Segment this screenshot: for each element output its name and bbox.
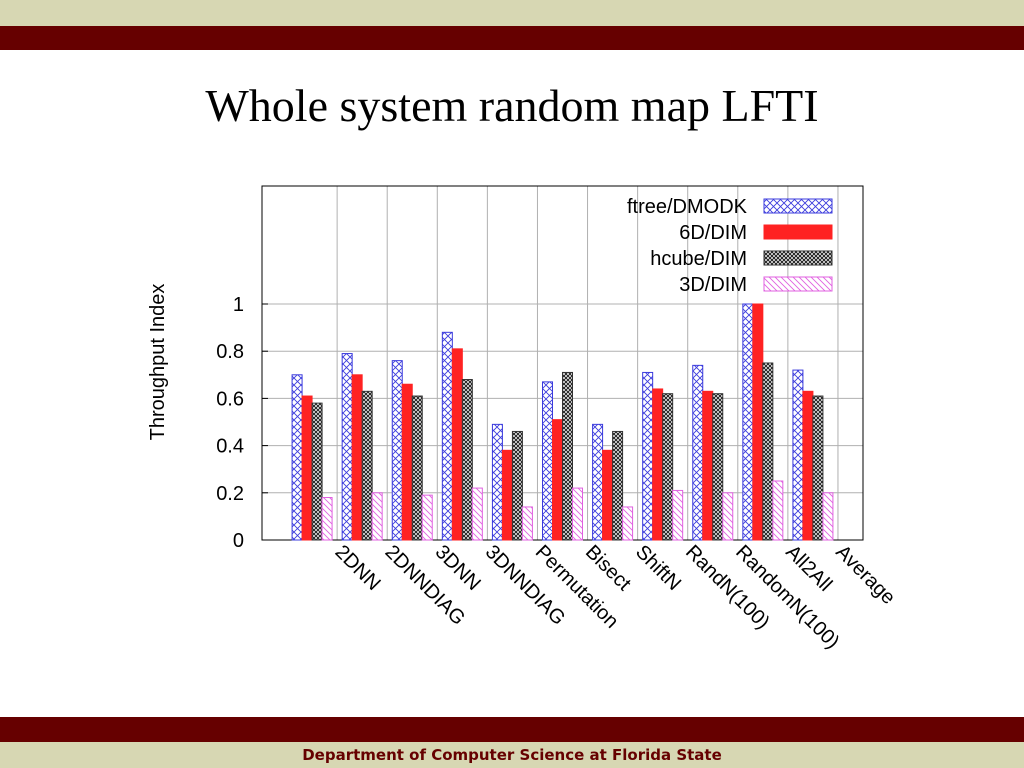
y-axis-ticks: 0 0.2 0.4 0.6 0.8 1 <box>216 294 268 552</box>
bar-6d-dim <box>602 449 614 541</box>
bar-3d-dim <box>622 506 634 541</box>
bar-ftree-dmodk <box>291 374 303 541</box>
bar-ftree-dmodk <box>491 423 503 541</box>
y-axis-label: Throughput Index <box>147 284 169 441</box>
bars <box>291 303 834 541</box>
bottom-band-light <box>0 742 1024 768</box>
x-tick-label: 2DNN <box>331 541 385 595</box>
bottom-band-dark <box>0 717 1024 742</box>
y-tick-label: 0.6 <box>216 388 244 410</box>
bar-hcube-dim <box>461 379 473 541</box>
bar-hcube-dim <box>762 362 774 541</box>
bar-6d-dim <box>802 390 814 541</box>
slide-title: Whole system random map LFTI <box>205 80 819 131</box>
bar-ftree-dmodk <box>592 423 604 541</box>
y-tick-label: 0 <box>233 530 244 552</box>
bar-hcube-dim <box>511 430 523 541</box>
bar-hcube-dim <box>411 395 423 541</box>
bar-hcube-dim <box>612 430 624 541</box>
bar-6d-dim <box>301 395 313 541</box>
bar-3d-dim <box>371 492 383 541</box>
bar-3d-dim <box>672 489 684 541</box>
bar-3d-dim <box>572 487 583 541</box>
legend-label: 6D/DIM <box>679 222 747 244</box>
bar-ftree-dmodk <box>441 331 453 541</box>
bar-ftree-dmodk <box>542 381 553 541</box>
bar-6d-dim <box>752 303 764 541</box>
bar-6d-dim <box>351 374 363 541</box>
top-band-dark <box>0 26 1024 50</box>
bar-6d-dim <box>552 419 563 541</box>
legend-label: 3D/DIM <box>679 274 747 296</box>
bar-3d-dim <box>421 494 433 541</box>
x-axis-ticks: 2DNN2DNNDIAG3DNN3DNNDIAGPermutationBisec… <box>331 541 900 653</box>
bar-6d-dim <box>451 348 463 541</box>
bar-ftree-dmodk <box>391 360 403 541</box>
bar-6d-dim <box>702 390 714 541</box>
bar-ftree-dmodk <box>642 371 654 541</box>
footer-text: Department of Computer Science at Florid… <box>302 746 722 764</box>
bar-hcube-dim <box>562 371 573 541</box>
bar-6d-dim <box>501 449 513 541</box>
bar-hcube-dim <box>662 393 674 541</box>
bar-ftree-dmodk <box>692 364 704 541</box>
legend-swatch <box>763 276 833 292</box>
x-tick-label: Average <box>831 541 899 609</box>
legend-swatch <box>763 198 833 214</box>
y-tick-label: 0.2 <box>216 483 244 505</box>
legend-swatch <box>763 224 833 240</box>
x-tick-label: ShiftN <box>631 541 685 595</box>
bar-ftree-dmodk <box>742 303 754 541</box>
bar-hcube-dim <box>812 395 824 541</box>
legend-label: ftree/DMODK <box>627 196 748 218</box>
bar-6d-dim <box>401 383 413 541</box>
bar-3d-dim <box>521 506 533 541</box>
bar-3d-dim <box>772 480 784 541</box>
legend-label: hcube/DIM <box>650 248 747 270</box>
bar-hcube-dim <box>361 390 373 541</box>
y-tick-label: 1 <box>233 294 244 316</box>
bar-3d-dim <box>321 497 333 541</box>
y-tick-label: 0.4 <box>216 436 244 458</box>
bar-ftree-dmodk <box>792 369 804 541</box>
bar-3d-dim <box>722 492 734 541</box>
legend: ftree/DMODK 6D/DIM hcube/DIM 3D/DIM <box>627 196 833 296</box>
top-band-light <box>0 0 1024 26</box>
y-tick-label: 0.8 <box>216 341 244 363</box>
legend-swatch <box>763 250 833 266</box>
bar-hcube-dim <box>311 402 323 541</box>
bar-hcube-dim <box>712 393 724 541</box>
bar-ftree-dmodk <box>341 353 353 541</box>
bar-3d-dim <box>822 492 834 541</box>
bar-3d-dim <box>471 487 483 541</box>
bar-6d-dim <box>652 388 664 541</box>
